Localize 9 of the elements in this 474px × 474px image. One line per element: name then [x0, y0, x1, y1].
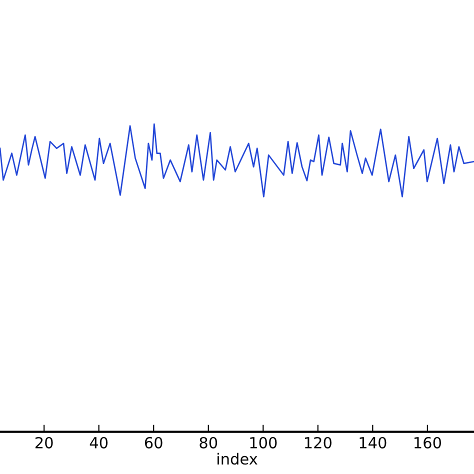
x-tick-label: 120 [305, 436, 332, 448]
x-axis-title: index [218, 452, 258, 465]
x-tick-label: 20 [35, 436, 53, 448]
x-tick-label: 40 [90, 436, 108, 448]
x-tick-label: 100 [250, 436, 277, 448]
x-tick-label: 160 [414, 436, 442, 448]
x-tick-label: 140 [360, 436, 386, 448]
x-tick-label: 60 [144, 436, 162, 448]
x-tick-label: 80 [200, 436, 218, 448]
